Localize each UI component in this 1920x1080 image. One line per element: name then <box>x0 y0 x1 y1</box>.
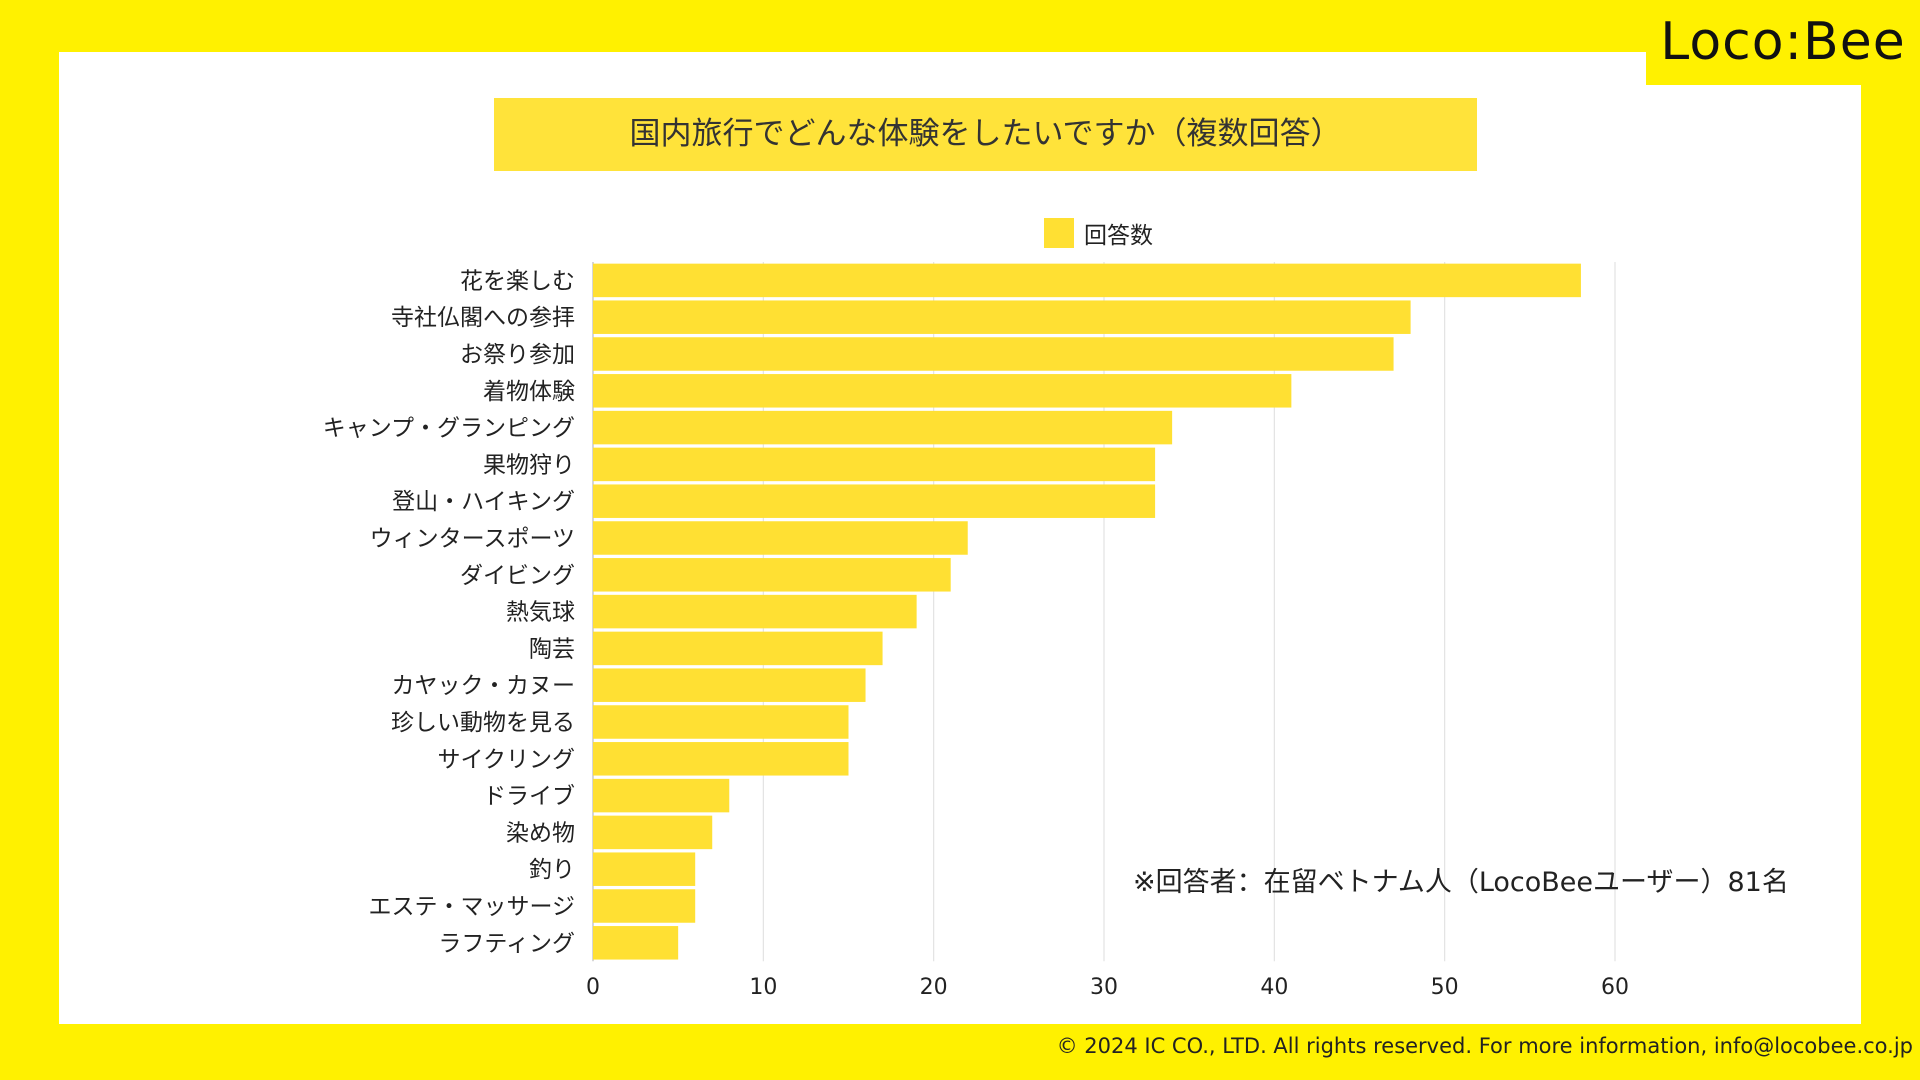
bar-14 <box>593 742 849 776</box>
x-tick-label: 50 <box>1431 975 1459 1000</box>
x-tick-label: 10 <box>749 975 777 1000</box>
category-label: 果物狩り <box>483 452 575 478</box>
category-label: お祭り参加 <box>460 342 575 368</box>
category-label: 染め物 <box>506 820 575 846</box>
bar-1 <box>593 263 1581 298</box>
bar-15 <box>593 778 730 813</box>
bar-3 <box>593 337 1394 371</box>
legend-label: 回答数 <box>1084 223 1153 249</box>
bar-12 <box>593 668 866 702</box>
bar-9 <box>593 558 951 592</box>
category-label: 珍しい動物を見る <box>391 710 575 736</box>
copyright-footer: © 2024 IC CO., LTD. All rights reserved.… <box>1056 1034 1913 1058</box>
bar-10 <box>593 594 917 629</box>
bar-4 <box>593 374 1292 408</box>
respondent-note: ※回答者：在留ベトナム人（LocoBeeユーザー）81名 <box>1133 867 1789 898</box>
x-tick-label: 0 <box>586 975 600 1000</box>
bar-17 <box>593 852 696 886</box>
category-label: 寺社仏閣への参拝 <box>391 305 575 331</box>
category-label: 着物体験 <box>483 379 575 405</box>
category-label: カヤック・カヌー <box>391 673 575 699</box>
bar-18 <box>593 889 696 923</box>
bar-11 <box>593 631 883 666</box>
category-label: ラフティング <box>438 931 575 957</box>
category-label: 熱気球 <box>506 600 575 626</box>
bar-5 <box>593 410 1173 445</box>
bar-2 <box>593 300 1411 334</box>
category-label: サイクリング <box>437 747 575 773</box>
x-tick-label: 30 <box>1090 975 1118 1000</box>
category-label: キャンプ・グランピング <box>323 416 575 442</box>
bar-13 <box>593 705 849 739</box>
category-labels: 花を楽しむ寺社仏閣への参拝お祭り参加着物体験キャンプ・グランピング果物狩り登山・… <box>323 268 575 956</box>
category-label: 釣り <box>529 857 575 883</box>
x-tick-label: 20 <box>920 975 948 1000</box>
category-label: 登山・ハイキング <box>392 489 575 515</box>
bar-16 <box>593 815 713 850</box>
category-label: ドライブ <box>483 784 575 810</box>
category-label: ダイビング <box>460 563 575 589</box>
bar-19 <box>593 926 679 960</box>
chart-legend: 回答数 <box>1044 216 1153 250</box>
bars <box>593 263 1581 960</box>
category-label: エステ・マッサージ <box>368 894 575 920</box>
x-tick-label: 60 <box>1601 975 1629 1000</box>
bar-8 <box>593 521 968 555</box>
x-tick-label: 40 <box>1260 975 1288 1000</box>
bar-7 <box>593 484 1156 518</box>
chart-title: 国内旅行でどんな体験をしたいですか（複数回答） <box>494 98 1477 171</box>
bar-6 <box>593 447 1156 482</box>
category-label: 花を楽しむ <box>460 268 575 294</box>
x-axis-ticks: 0 10 20 30 40 50 60 <box>586 975 1629 1000</box>
locobee-logo: Loco:Bee <box>1646 0 1920 85</box>
category-label: ウィンタースポーツ <box>370 526 575 552</box>
category-label: 陶芸 <box>529 636 575 662</box>
legend-swatch <box>1044 218 1074 248</box>
